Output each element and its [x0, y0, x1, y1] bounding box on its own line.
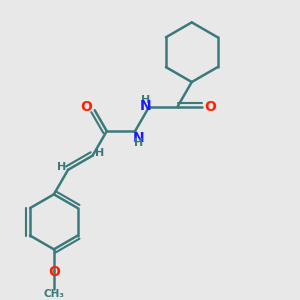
Text: N: N [140, 99, 151, 113]
Text: H: H [57, 162, 66, 172]
Text: CH₃: CH₃ [44, 289, 64, 299]
Text: O: O [48, 265, 60, 279]
Text: N: N [133, 131, 145, 145]
Text: H: H [94, 148, 104, 158]
Text: O: O [204, 100, 216, 114]
Text: H: H [141, 95, 150, 105]
Text: H: H [134, 138, 144, 148]
Text: O: O [80, 100, 92, 114]
